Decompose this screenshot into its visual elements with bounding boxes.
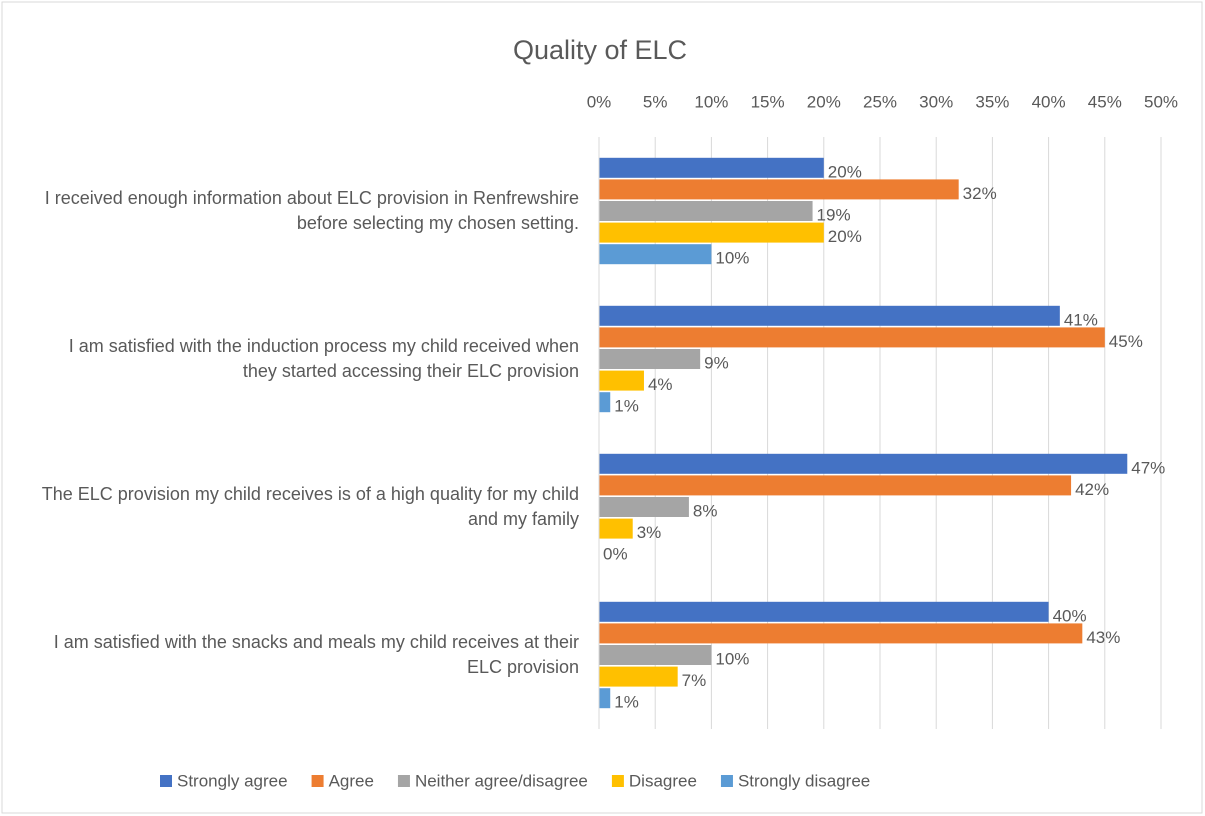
data-label: 1%: [614, 693, 639, 712]
legend-label: Strongly disagree: [738, 771, 870, 790]
x-tick-label: 40%: [1032, 92, 1066, 111]
x-tick-label: 25%: [863, 92, 897, 111]
data-label: 8%: [693, 501, 718, 520]
data-label: 4%: [648, 375, 673, 394]
bar: [599, 453, 1128, 474]
legend-swatch: [611, 775, 624, 787]
category-label: The ELC provision my child receives is o…: [41, 484, 579, 529]
x-tick-label: 10%: [694, 92, 728, 111]
x-tick-label: 15%: [751, 92, 785, 111]
data-label: 19%: [817, 205, 851, 224]
x-tick-label: 5%: [643, 92, 668, 111]
bar: [599, 601, 1049, 622]
data-label: 32%: [963, 184, 997, 203]
data-label: 0%: [603, 545, 628, 564]
data-label: 45%: [1109, 332, 1143, 351]
bar: [599, 244, 712, 265]
bar: [599, 645, 712, 665]
legend-label: Neither agree/disagree: [415, 771, 588, 790]
data-label: 20%: [828, 227, 862, 246]
bar: [599, 497, 689, 517]
bar: [599, 688, 611, 709]
data-label: 3%: [637, 523, 662, 542]
bar: [599, 327, 1105, 348]
category-label: I am satisfied with the snacks and meals…: [53, 632, 579, 677]
bar: [599, 201, 813, 221]
category-label: I am satisfied with the induction proces…: [68, 336, 579, 381]
data-label: 1%: [614, 397, 639, 416]
legend-label: Strongly agree: [177, 771, 288, 790]
x-tick-label: 30%: [919, 92, 953, 111]
category-label: I received enough information about ELC …: [44, 188, 579, 233]
legend-label: Agree: [329, 771, 374, 790]
bar: [599, 475, 1072, 496]
data-label: 10%: [715, 249, 749, 268]
x-tick-label: 50%: [1144, 92, 1178, 111]
bar: [599, 305, 1060, 326]
bar: [599, 518, 633, 539]
legend-swatch: [397, 775, 410, 787]
x-tick-label: 20%: [807, 92, 841, 111]
x-tick-label: 45%: [1088, 92, 1122, 111]
legend-label: Disagree: [629, 771, 697, 790]
data-label: 43%: [1086, 628, 1120, 647]
data-label: 7%: [682, 671, 707, 690]
legend-swatch: [720, 775, 733, 787]
bar: [599, 666, 678, 687]
data-label: 9%: [704, 353, 729, 372]
bar: [599, 179, 959, 200]
bar: [599, 222, 824, 243]
data-label: 41%: [1064, 310, 1098, 329]
data-label: 20%: [828, 162, 862, 181]
data-label: 40%: [1053, 606, 1087, 625]
bar: [599, 623, 1083, 644]
bar: [599, 157, 824, 178]
chart-title: Quality of ELC: [513, 35, 687, 65]
data-label: 47%: [1131, 458, 1165, 477]
legend-swatch: [160, 775, 172, 787]
bar: [599, 392, 611, 413]
bar: [599, 349, 701, 369]
legend-swatch: [311, 775, 324, 787]
data-label: 10%: [715, 649, 749, 668]
x-tick-label: 35%: [975, 92, 1009, 111]
data-label: 42%: [1075, 480, 1109, 499]
bar: [599, 370, 644, 391]
x-tick-label: 0%: [587, 92, 612, 111]
